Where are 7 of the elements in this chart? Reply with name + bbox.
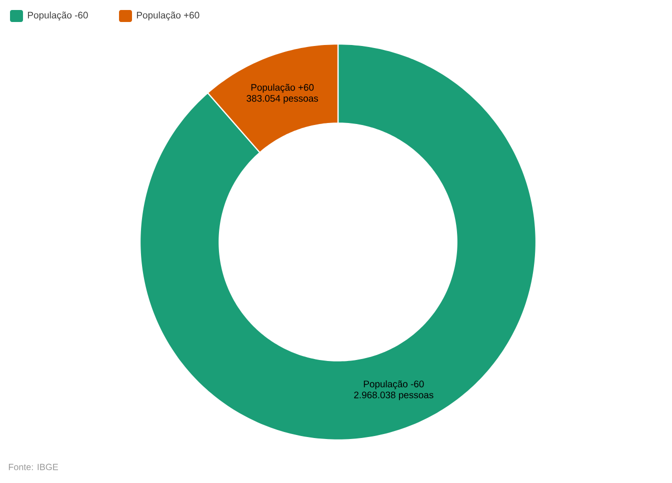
data-label: 2.968.038 pessoas (354, 392, 434, 400)
legend-label: População +60 (136, 12, 200, 20)
slice-label: População -60 (364, 380, 424, 390)
legend-label: População -60 (28, 12, 88, 20)
source-note: Fonte: IBGE (8, 464, 58, 470)
data-label: 383.054 pessoas (246, 95, 318, 104)
slice-label: População +60 (251, 84, 314, 93)
